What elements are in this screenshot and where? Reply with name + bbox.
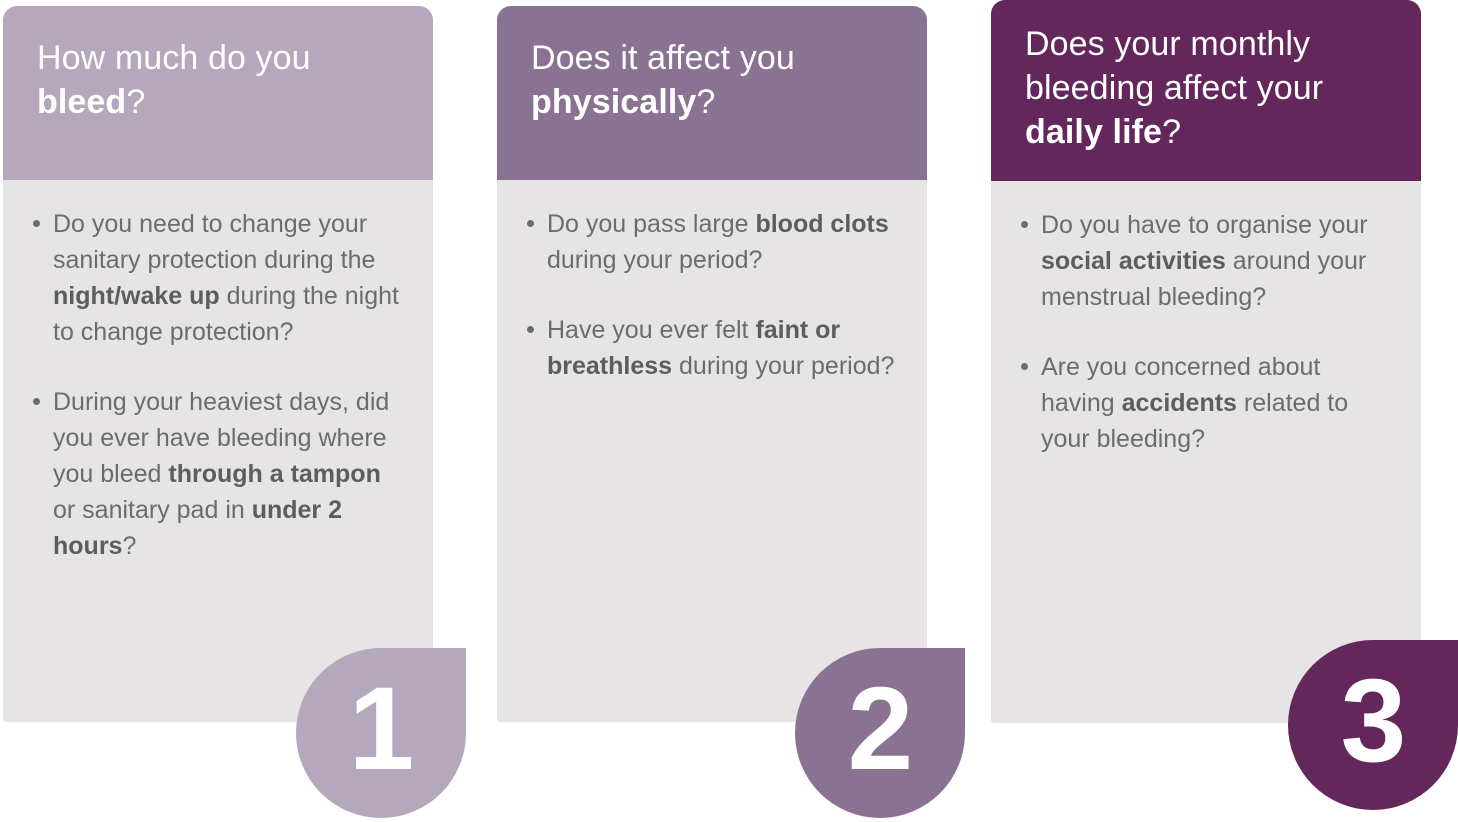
card-heading-emphasis: daily life	[1025, 113, 1163, 152]
card-heading-emphasis: bleed	[37, 83, 127, 122]
step-badge-2: 2	[795, 648, 965, 818]
question-list-bleed: Do you need to change your sanitary prot…	[21, 206, 403, 564]
step-badge-3: 3	[1288, 640, 1458, 810]
card-body-daily-life: Do you have to organise your social acti…	[991, 180, 1421, 723]
bullet-text-segment: Do you pass large	[547, 210, 756, 238]
card-heading-tail: ?	[696, 83, 716, 122]
bullet-text-segment: during your period?	[672, 352, 895, 380]
card-heading-tail: ?	[126, 83, 146, 122]
card-heading-emphasis: physically	[531, 83, 697, 122]
card-heading-lead: Does it affect you	[531, 39, 795, 77]
bullet-text-emphasis: night/wake up	[53, 282, 220, 310]
list-item: Do you need to change your sanitary prot…	[21, 206, 403, 350]
step-number: 1	[348, 663, 415, 795]
question-card-physically: Does it affect you physically? Do you pa…	[497, 6, 927, 722]
bullet-text-segment: or sanitary pad in	[53, 496, 252, 524]
bullet-text-emphasis: accidents	[1121, 388, 1237, 417]
list-item: Have you ever felt faint or breathless d…	[515, 312, 897, 384]
card-body-bleed: Do you need to change your sanitary prot…	[3, 180, 433, 722]
question-list-daily-life: Do you have to organise your social acti…	[1009, 207, 1391, 457]
bullet-text-emphasis: social activities	[1041, 246, 1226, 275]
bullet-text-segment: related to your bleeding?	[1041, 388, 1349, 453]
question-list-physically: Do you pass large blood clots during you…	[515, 206, 897, 384]
card-heading-lead: How much do you	[37, 39, 311, 77]
list-item: Do you pass large blood clots during you…	[515, 206, 897, 278]
list-item: During your heaviest days, did you ever …	[21, 384, 403, 564]
list-item: Do you have to organise your social acti…	[1009, 207, 1391, 315]
bullet-text-segment: during the night to change protection?	[53, 282, 399, 346]
bullet-text-segment: Do you have to organise your	[1041, 210, 1368, 239]
step-number: 3	[1340, 655, 1407, 787]
bullet-text-emphasis: under 2 hours	[53, 496, 343, 560]
bullet-text-segment: around your menstrual bleeding?	[1041, 246, 1367, 311]
bullet-text-segment: ?	[122, 532, 137, 560]
card-body-physically: Do you pass large blood clots during you…	[497, 180, 927, 722]
bullet-text-emphasis: through a tampon	[168, 460, 381, 488]
question-card-bleed: How much do you bleed? Do you need to ch…	[3, 6, 433, 722]
bullet-text-segment: During your heaviest days, did you ever …	[53, 388, 390, 488]
step-number: 2	[847, 663, 914, 795]
bullet-text-segment: during your period?	[547, 246, 763, 274]
card-heading-daily-life: Does your monthly bleeding affect your d…	[991, 0, 1421, 181]
card-heading-physically: Does it affect you physically?	[497, 6, 927, 180]
card-heading-lead: Does your monthly bleeding affect your	[1025, 25, 1324, 108]
card-heading-bleed: How much do you bleed?	[3, 6, 433, 180]
bullet-text-emphasis: faint or breathless	[547, 316, 841, 380]
question-card-daily-life: Does your monthly bleeding affect your d…	[991, 0, 1421, 723]
bullet-text-segment: Have you ever felt	[547, 316, 756, 344]
bullet-text-segment: Are you concerned about having	[1041, 352, 1321, 417]
list-item: Are you concerned about having accidents…	[1009, 349, 1391, 457]
bullet-text-segment: Do you need to change your sanitary prot…	[53, 210, 376, 274]
step-badge-1: 1	[296, 648, 466, 818]
bullet-text-emphasis: blood clots	[755, 210, 889, 238]
card-heading-tail: ?	[1162, 113, 1182, 152]
